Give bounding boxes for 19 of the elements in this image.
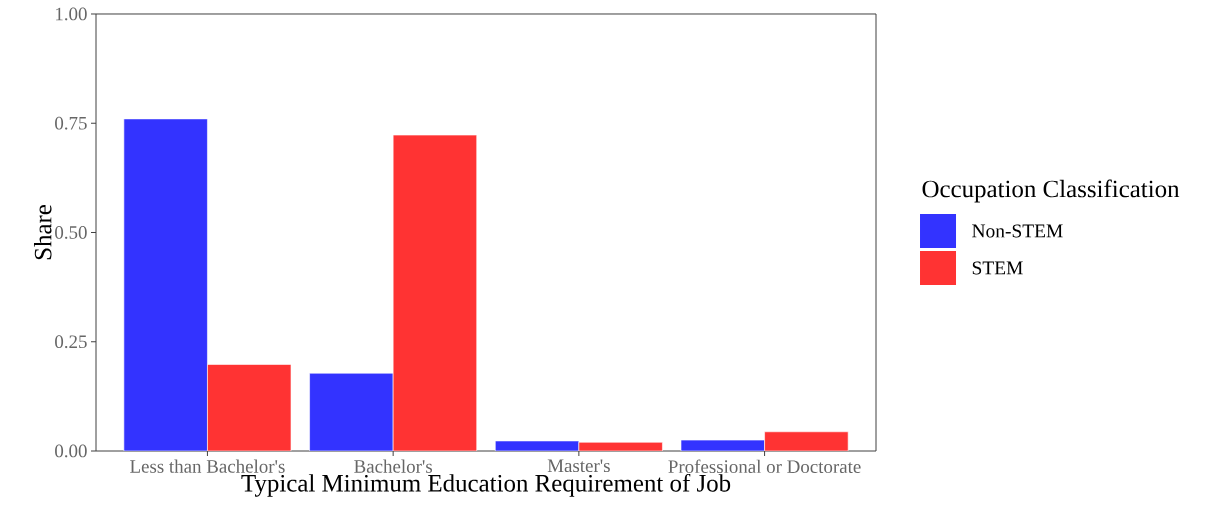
x-tick-label: Bachelor's [354,459,433,473]
y-tick-label: 0.00 [55,444,87,458]
legend-title: Occupation Classification [922,179,1180,203]
y-axis-title: Share [33,205,52,260]
bar [309,373,394,451]
bar [393,135,477,451]
x-tick-label: Professional or Doctorate [668,459,861,474]
bar [123,118,208,451]
bar [764,431,849,451]
bar [207,364,291,451]
legend-label: STEM [972,261,1023,275]
y-tick-label: 0.50 [55,226,87,239]
y-tick-label: 1.00 [56,7,87,21]
y-tick-label: 0.25 [55,335,87,349]
legend-label: Non-STEM [972,224,1063,238]
x-axis-title: Typical Minimum Education Requirement of Job [241,473,731,497]
y-tick-label: 0.75 [55,116,87,130]
x-tick-label: Master's [547,459,610,473]
x-tick-label: Less than Bachelor's [130,459,285,473]
